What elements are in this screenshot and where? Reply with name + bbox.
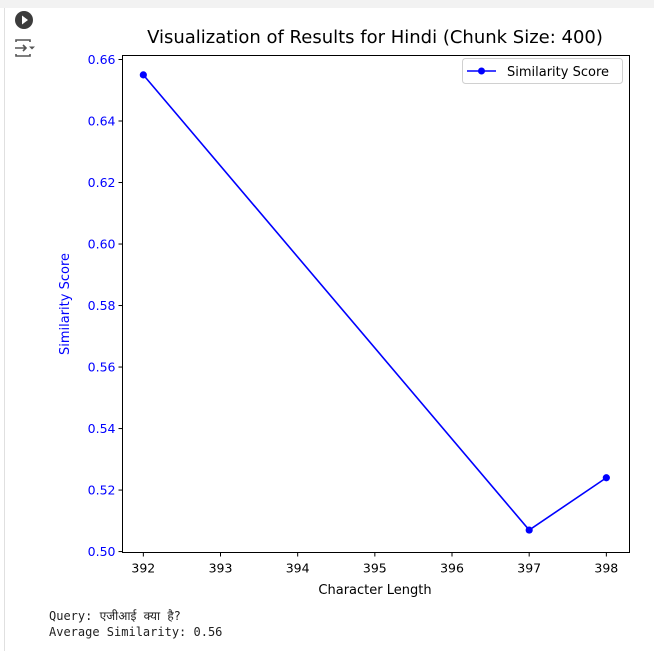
legend-label: Similarity Score — [507, 65, 609, 80]
y-tick-label: 0.56 — [88, 360, 116, 375]
y-tick-label: 0.54 — [88, 421, 116, 436]
series-line — [142, 74, 607, 532]
data-point — [602, 474, 610, 482]
y-tick-label: 0.66 — [88, 52, 116, 67]
y-axis-label: Similarity Score — [58, 253, 73, 355]
y-tick-label: 0.58 — [88, 298, 116, 313]
cell-top-bar — [0, 0, 654, 8]
plot-frame — [122, 55, 630, 553]
chart-title: Visualization of Results for Hindi (Chun… — [147, 27, 603, 48]
x-axis-label: Character Length — [318, 583, 431, 598]
legend: Similarity Score — [462, 58, 623, 84]
query-output: Query: एजीआई क्या है? — [49, 609, 181, 623]
x-tick-label: 396 — [440, 561, 464, 576]
x-tick-label: 397 — [517, 561, 541, 576]
line-chart: Visualization of Results for Hindi (Chun… — [58, 27, 630, 598]
y-tick-label: 0.60 — [88, 237, 116, 252]
y-tick-label: 0.52 — [88, 483, 116, 498]
average-similarity-output: Average Similarity: 0.56 — [49, 625, 223, 639]
legend-marker — [478, 67, 485, 75]
data-point — [525, 526, 533, 534]
x-tick-label: 392 — [131, 561, 155, 576]
y-tick-label: 0.50 — [88, 544, 116, 559]
play-circle-icon[interactable] — [14, 10, 34, 30]
x-tick-label: 394 — [286, 561, 310, 576]
output-toggle-icon[interactable] — [13, 38, 37, 58]
x-tick-label: 393 — [209, 561, 233, 576]
y-tick-label: 0.62 — [88, 175, 116, 190]
x-tick-label: 395 — [363, 561, 387, 576]
y-tick-label: 0.64 — [88, 114, 116, 129]
x-tick-label: 398 — [594, 561, 618, 576]
cell-gutter — [4, 8, 5, 651]
data-point — [139, 71, 147, 79]
